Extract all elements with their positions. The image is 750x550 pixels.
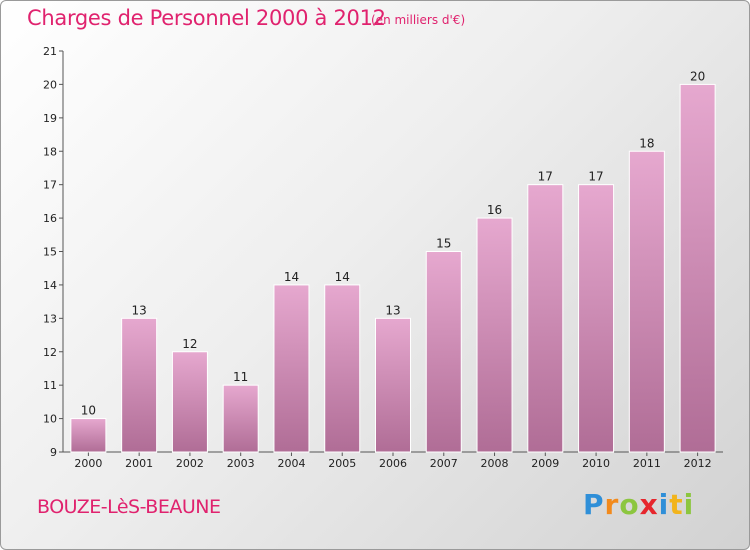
y-tick-label: 15 [43, 246, 57, 259]
x-tick-label: 2006 [379, 457, 407, 470]
x-tick-label: 2004 [277, 457, 305, 470]
proxiti-logo: Proxiti [583, 488, 695, 521]
y-tick-label: 14 [43, 279, 57, 292]
bar-2011 [628, 150, 665, 453]
labels: 2000 10 2001 13 2002 12 2003 11 2004 14 2005 14 2006… [74, 69, 711, 470]
y-tick-label: 11 [43, 379, 57, 392]
y-tick-label: 12 [43, 346, 57, 359]
bar-2008 [476, 217, 513, 453]
value-label: 17 [538, 170, 553, 184]
value-label: 15 [436, 237, 451, 251]
y-tick-label: 10 [43, 413, 57, 426]
value-label: 11 [233, 370, 248, 384]
x-tick-label: 2008 [481, 457, 509, 470]
bar-2012 [679, 83, 716, 453]
y-tick-label: 9 [50, 446, 57, 459]
x-tick-label: 2000 [74, 457, 102, 470]
x-tick-label: 2012 [684, 457, 712, 470]
bars [70, 83, 716, 453]
y-tick-label: 20 [43, 78, 57, 91]
y-tick-label: 18 [43, 145, 57, 158]
x-tick-label: 2007 [430, 457, 458, 470]
bar-2001 [121, 317, 158, 453]
y-tick-label: 19 [43, 112, 57, 125]
y-tick-label: 13 [43, 312, 57, 325]
value-label: 18 [639, 136, 654, 150]
bar-2006 [375, 317, 411, 453]
value-label: 17 [588, 170, 603, 184]
city-name: BOUZE-LèS-BEAUNE [37, 496, 221, 518]
value-label: 14 [335, 270, 350, 284]
value-label: 20 [690, 69, 705, 83]
value-label: 14 [284, 270, 299, 284]
y-tick-label: 17 [43, 179, 57, 192]
bar-2000 [70, 418, 107, 453]
x-tick-label: 2009 [531, 457, 559, 470]
bar-2009 [527, 184, 564, 453]
bar-2003 [222, 384, 259, 453]
bar-2002 [171, 351, 208, 453]
value-label: 12 [182, 337, 197, 351]
y-tick-label: 16 [43, 212, 57, 225]
x-tick-label: 2011 [633, 457, 661, 470]
x-tick-label: 2001 [125, 457, 153, 470]
bar-2010 [578, 184, 615, 453]
x-tick-label: 2005 [328, 457, 356, 470]
value-label: 10 [81, 404, 96, 418]
value-label: 16 [487, 203, 502, 217]
value-label: 13 [385, 303, 400, 317]
bar-2005 [324, 284, 361, 453]
chart-title: Charges de Personnel 2000 à 2012 [27, 6, 386, 30]
chart-unit: (en milliers d'€) [371, 13, 466, 27]
bar-2004 [273, 284, 310, 453]
bar-2007 [425, 251, 462, 453]
x-tick-label: 2002 [176, 457, 204, 470]
value-label: 13 [132, 303, 147, 317]
x-tick-label: 2003 [227, 457, 255, 470]
x-tick-label: 2010 [582, 457, 610, 470]
y-tick-label: 21 [43, 45, 57, 58]
